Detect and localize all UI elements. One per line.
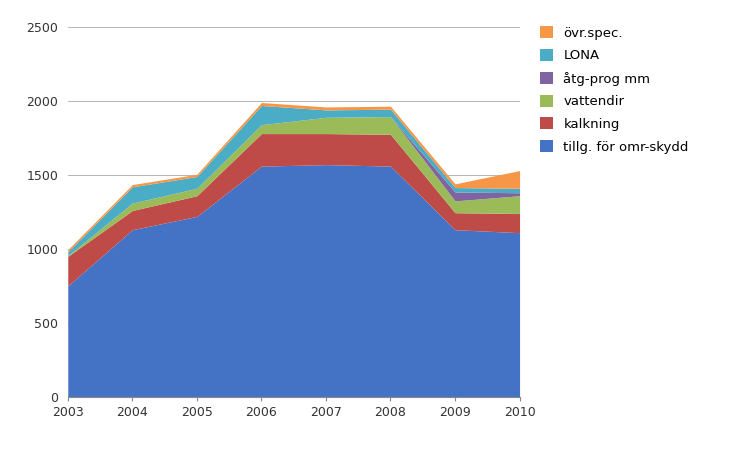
- Legend: övr.spec., LONA, åtg-prog mm, vattendir, kalkning, tillg. för omr-skydd: övr.spec., LONA, åtg-prog mm, vattendir,…: [540, 26, 689, 153]
